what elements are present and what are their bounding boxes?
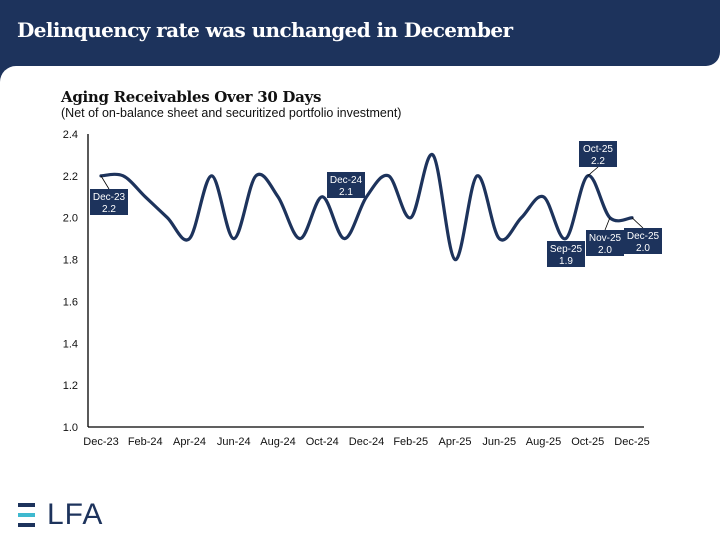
- series-group: [99, 153, 634, 262]
- annotation-Dec-25: Dec-252.0: [624, 217, 662, 254]
- annotation-month: Dec-24: [330, 175, 363, 186]
- x-tick-label: Dec-23: [83, 436, 118, 448]
- annotation-value: 2.2: [591, 156, 605, 167]
- annotation-box: [579, 141, 617, 167]
- y-tick-label: 1.6: [63, 296, 78, 308]
- y-tick-label: 2.0: [63, 213, 78, 225]
- chart-title: Aging Receivables Over 30 Days: [61, 88, 322, 106]
- y-tick-label: 2.4: [63, 129, 78, 141]
- x-tick-label: Aug-24: [260, 436, 295, 448]
- annotation-box: [624, 228, 662, 254]
- y-tick-label: 1.2: [63, 380, 78, 392]
- annotation-box: [327, 172, 365, 198]
- y-tick-label: 1.4: [63, 338, 78, 350]
- y-tick-labels: 1.0 1.2 1.4 1.6 1.8 2.0 2.2 2.4: [63, 129, 78, 434]
- annotation-leader-line: [631, 217, 644, 229]
- logo-bar-bottom: [18, 523, 35, 527]
- x-tick-label: Oct-25: [571, 436, 604, 448]
- x-tick-label: Aug-25: [526, 436, 561, 448]
- annotation-Sep-25: Sep-251.9: [547, 241, 585, 267]
- annotation-leader-line: [100, 175, 110, 190]
- header-band: [0, 0, 720, 66]
- annotation-value: 2.1: [339, 187, 353, 198]
- annotation-Oct-25: Oct-252.2: [579, 141, 617, 177]
- x-tick-label: Feb-24: [128, 436, 163, 448]
- logo-text: LFA: [47, 498, 104, 531]
- page-title: Delinquency rate was unchanged in Decemb…: [17, 18, 513, 42]
- logo-bar-middle: [18, 513, 35, 517]
- annotation-value: 2.2: [102, 204, 116, 215]
- annotation-value: 2.0: [636, 243, 650, 254]
- chart-subtitle: (Net of on-balance sheet and securitized…: [61, 106, 402, 120]
- annotation-month: Sep-25: [550, 244, 583, 255]
- x-tick-label: Apr-25: [438, 436, 471, 448]
- x-tick-label: Jun-24: [217, 436, 251, 448]
- annotation-month: Oct-25: [583, 144, 613, 155]
- y-tick-label: 1.0: [63, 422, 78, 434]
- x-tick-label: Jun-25: [482, 436, 516, 448]
- x-tick-label: Oct-24: [306, 436, 339, 448]
- logo-bar-top: [18, 503, 35, 507]
- annotation-month: Dec-25: [627, 231, 660, 242]
- annotations-group: Dec-232.2Dec-242.1Sep-251.9Oct-252.2Nov-…: [90, 141, 662, 267]
- annotation-Dec-24: Dec-242.1: [327, 172, 365, 198]
- y-tick-label: 2.2: [63, 171, 78, 183]
- x-tick-label: Dec-24: [349, 436, 384, 448]
- x-tick-label: Feb-25: [393, 436, 428, 448]
- x-tick-label: Apr-24: [173, 436, 206, 448]
- annotation-box: [586, 230, 624, 256]
- annotation-Nov-25: Nov-252.0: [586, 217, 624, 256]
- y-tick-label: 1.8: [63, 255, 78, 267]
- annotation-value: 1.9: [559, 256, 573, 267]
- x-tick-label: Dec-25: [614, 436, 649, 448]
- chart-axes: [87, 134, 644, 428]
- annotation-month: Dec-23: [93, 192, 126, 203]
- x-tick-labels: Dec-23 Feb-24 Apr-24 Jun-24 Aug-24 Oct-24 Dec-…: [83, 436, 649, 448]
- annotation-month: Nov-25: [589, 233, 622, 244]
- annotation-box: [547, 241, 585, 267]
- annotation-Dec-23: Dec-232.2: [90, 175, 128, 215]
- annotation-box: [90, 189, 128, 215]
- annotation-value: 2.0: [598, 245, 612, 256]
- series-line: [99, 153, 634, 262]
- annotation-leader-line: [587, 166, 599, 177]
- annotation-leader-line: [604, 217, 611, 231]
